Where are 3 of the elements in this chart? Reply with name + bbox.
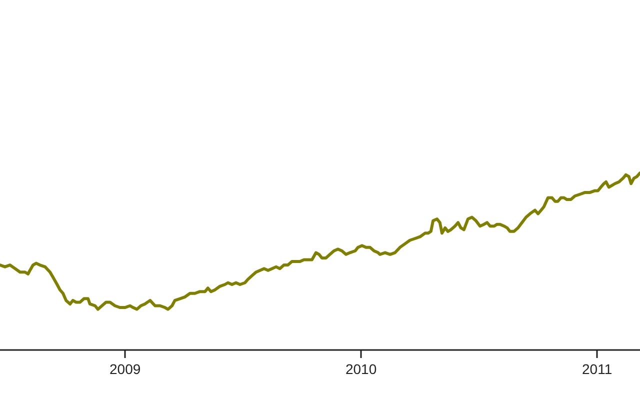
x-tick-label: 2010 [345, 361, 377, 377]
x-tick-label: 2009 [109, 361, 141, 377]
x-tick-label: 2011 [582, 361, 612, 377]
